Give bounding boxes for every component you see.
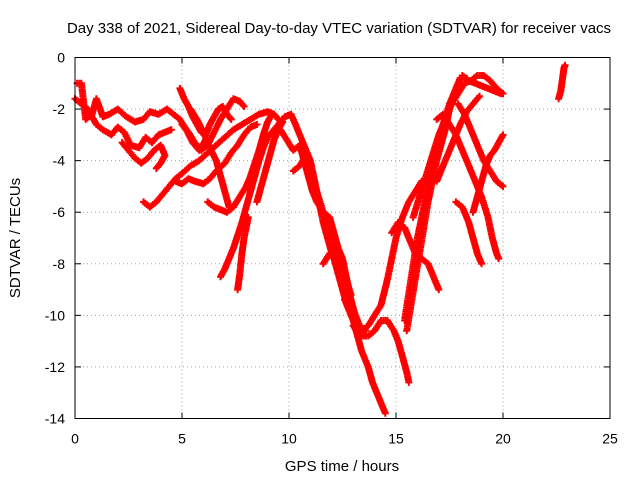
x-tick-label: 0 [71, 431, 79, 447]
series-arc-4 [140, 108, 284, 211]
series-arc-17 [341, 177, 426, 335]
y-tick-label: -2 [53, 101, 66, 117]
series-arc-7 [178, 95, 248, 154]
y-tick-label: -14 [45, 411, 65, 427]
x-tick-label: 20 [495, 431, 511, 447]
series-arc-15 [289, 152, 355, 299]
chart-title: Day 338 of 2021, Sidereal Day-to-day VTE… [67, 20, 611, 37]
x-tick-label: 5 [178, 431, 186, 447]
x-axis-label: GPS time / hours [285, 458, 399, 475]
x-tick-label: 25 [602, 431, 618, 447]
series-arc-28 [469, 131, 507, 216]
plot-frame [74, 57, 611, 419]
y-tick-label: 0 [57, 50, 65, 66]
series-arc-3 [118, 139, 169, 172]
y-tick-label: -4 [53, 153, 66, 169]
y-tick-label: -12 [45, 359, 65, 375]
y-tick-label: -10 [45, 307, 65, 323]
y-tick-label: -6 [53, 204, 66, 220]
series-arc-11 [234, 213, 252, 294]
y-axis-label: SDTVAR / TECUs [7, 178, 24, 298]
x-tick-label: 10 [281, 431, 297, 447]
series-arc-24 [452, 198, 486, 268]
axis-ticks: 0 5 10 15 20 25 -14 -12 -10 -8 -6 -4 -2 0 [45, 50, 618, 447]
x-tick-label: 15 [388, 431, 404, 447]
series-arc-26 [458, 72, 505, 98]
series-arc-29 [555, 61, 569, 103]
y-tick-label: -8 [53, 256, 66, 272]
series-arc-8 [187, 105, 233, 211]
series-arc-18 [349, 317, 413, 386]
data-points [71, 61, 569, 417]
series-arc-27 [433, 92, 483, 185]
